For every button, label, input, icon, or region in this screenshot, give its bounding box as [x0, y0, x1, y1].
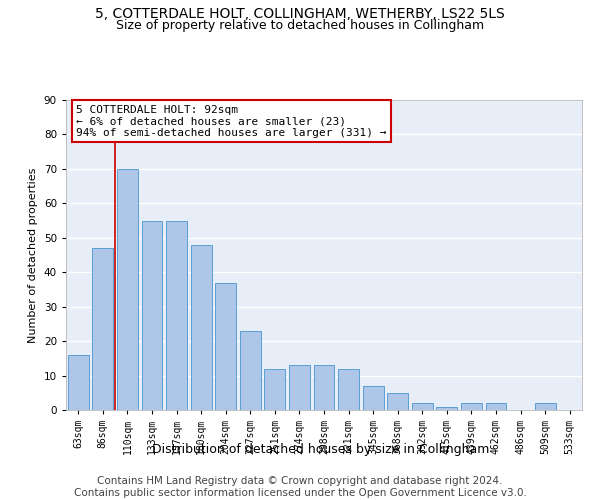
- Text: 5 COTTERDALE HOLT: 92sqm
← 6% of detached houses are smaller (23)
94% of semi-de: 5 COTTERDALE HOLT: 92sqm ← 6% of detache…: [76, 104, 387, 138]
- Text: Contains HM Land Registry data © Crown copyright and database right 2024.
Contai: Contains HM Land Registry data © Crown c…: [74, 476, 526, 498]
- Bar: [314, 365, 334, 410]
- Bar: [68, 355, 89, 410]
- Text: Distribution of detached houses by size in Collingham: Distribution of detached houses by size …: [152, 442, 490, 456]
- Bar: [142, 220, 163, 410]
- Text: Size of property relative to detached houses in Collingham: Size of property relative to detached ho…: [116, 19, 484, 32]
- Bar: [387, 393, 408, 410]
- Bar: [289, 365, 310, 410]
- Bar: [485, 403, 506, 410]
- Text: 5, COTTERDALE HOLT, COLLINGHAM, WETHERBY, LS22 5LS: 5, COTTERDALE HOLT, COLLINGHAM, WETHERBY…: [95, 8, 505, 22]
- Bar: [92, 248, 113, 410]
- Y-axis label: Number of detached properties: Number of detached properties: [28, 168, 38, 342]
- Bar: [412, 403, 433, 410]
- Bar: [166, 220, 187, 410]
- Bar: [191, 244, 212, 410]
- Bar: [265, 368, 286, 410]
- Bar: [338, 368, 359, 410]
- Bar: [117, 169, 138, 410]
- Bar: [362, 386, 383, 410]
- Bar: [461, 403, 482, 410]
- Bar: [215, 282, 236, 410]
- Bar: [535, 403, 556, 410]
- Bar: [240, 331, 261, 410]
- Bar: [436, 406, 457, 410]
